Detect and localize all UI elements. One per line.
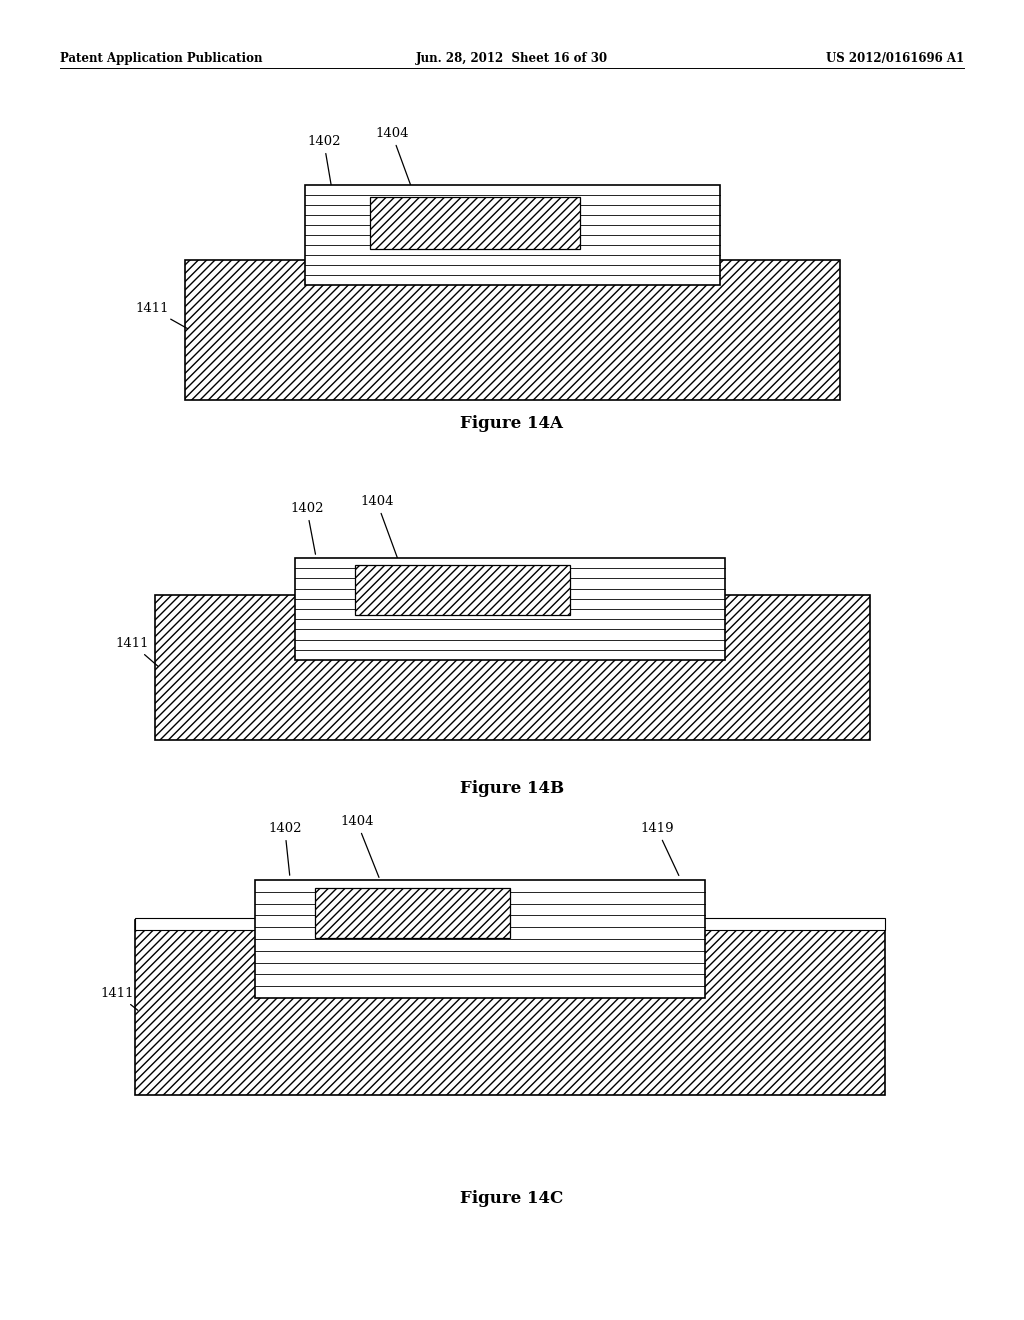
- Bar: [305, 185, 720, 285]
- Text: Figure 14C: Figure 14C: [461, 1191, 563, 1206]
- Text: 1402: 1402: [268, 822, 301, 875]
- Text: 1404: 1404: [340, 814, 379, 878]
- Text: Figure 14A: Figure 14A: [461, 414, 563, 432]
- Bar: [155, 595, 870, 741]
- Bar: [135, 920, 885, 1096]
- Text: Figure 14B: Figure 14B: [460, 780, 564, 797]
- Bar: [370, 197, 580, 249]
- Bar: [295, 558, 725, 660]
- Bar: [305, 185, 720, 285]
- Bar: [135, 917, 885, 931]
- Text: 1411: 1411: [100, 987, 138, 1010]
- Bar: [185, 260, 840, 400]
- Bar: [255, 880, 705, 998]
- Text: 1402: 1402: [307, 135, 341, 187]
- Bar: [255, 880, 705, 998]
- Text: US 2012/0161696 A1: US 2012/0161696 A1: [826, 51, 964, 65]
- Text: 1404: 1404: [360, 495, 399, 562]
- Bar: [355, 565, 570, 615]
- Text: 1411: 1411: [115, 638, 158, 667]
- Text: 1402: 1402: [290, 502, 324, 554]
- Text: 1411: 1411: [135, 302, 187, 329]
- Text: Jun. 28, 2012  Sheet 16 of 30: Jun. 28, 2012 Sheet 16 of 30: [416, 51, 608, 65]
- Text: 1419: 1419: [640, 822, 679, 875]
- Text: 1404: 1404: [375, 127, 414, 194]
- Bar: [295, 558, 725, 660]
- Bar: [315, 888, 510, 939]
- Text: Patent Application Publication: Patent Application Publication: [60, 51, 262, 65]
